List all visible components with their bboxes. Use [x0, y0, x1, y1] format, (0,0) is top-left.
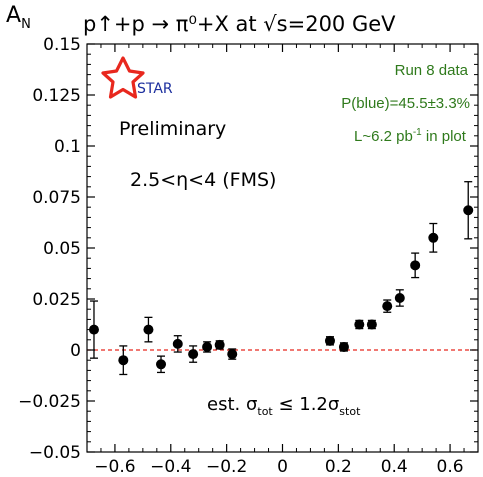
data-point: [118, 345, 129, 376]
y-tick-label: 0.025: [32, 290, 81, 310]
data-point: [214, 339, 225, 350]
data-point: [394, 289, 405, 307]
data-marker: [382, 301, 393, 312]
data-point: [354, 319, 365, 330]
y-tick-label: 0: [70, 341, 81, 361]
y-tick-labels: −0.05 −0.025 0 0.025 0.05 0.075 0.1 0.125 0.15: [18, 35, 81, 463]
data-marker: [188, 349, 199, 360]
ticks-layer: [86, 43, 479, 453]
star-logo-icon: [101, 56, 145, 99]
luminosity-suffix: in plot: [422, 128, 467, 145]
luminosity-exponent: -1: [413, 127, 422, 138]
data-point: [428, 222, 439, 253]
data-points: [88, 181, 474, 376]
data-marker: [156, 359, 167, 370]
sigma-subscript-stot: stot: [339, 405, 361, 418]
luminosity-value: L~6.2 pb: [354, 128, 413, 145]
data-point: [188, 345, 199, 363]
data-point: [202, 341, 213, 353]
data-point: [338, 341, 349, 352]
y-axis-label: AN: [6, 3, 31, 32]
data-marker: [394, 292, 405, 303]
x-tick-label: 0.4: [381, 457, 408, 477]
data-marker: [410, 260, 421, 271]
data-point: [324, 335, 335, 346]
y-tick-label: −0.05: [29, 443, 81, 463]
data-marker: [338, 341, 349, 352]
data-marker: [354, 319, 365, 330]
sigma-prefix: est. σ: [207, 394, 257, 415]
data-marker: [227, 349, 238, 360]
sigma-label: est. σtot ≤ 1.2σstot: [207, 394, 361, 418]
x-tick-label: 0: [277, 457, 288, 477]
data-marker: [172, 338, 183, 349]
preliminary-label: Preliminary: [119, 118, 226, 140]
x-tick-label: −0.6: [94, 457, 135, 477]
data-point: [156, 355, 167, 374]
y-tick-label: −0.025: [18, 392, 81, 412]
y-tick-label: 0.125: [32, 86, 81, 106]
star-logo-text: STAR: [137, 81, 173, 97]
y-axis-label-main: A: [6, 3, 21, 28]
data-marker: [143, 324, 154, 335]
y-tick-label: 0.1: [54, 137, 81, 157]
polarization-label: P(blue)=45.5±3.3%: [341, 95, 470, 112]
data-marker: [366, 319, 377, 330]
data-marker: [428, 232, 439, 243]
y-tick-label: 0.05: [43, 239, 81, 259]
x-tick-label: −0.2: [206, 457, 247, 477]
data-point: [366, 319, 377, 330]
sigma-middle: ≤ 1.2σ: [273, 394, 340, 415]
run-label: Run 8 data: [395, 62, 469, 79]
data-marker: [118, 355, 129, 366]
data-marker: [463, 205, 474, 216]
y-axis-label-subscript: N: [21, 17, 31, 32]
data-point: [227, 348, 238, 360]
data-marker: [324, 335, 335, 346]
data-point: [88, 300, 99, 359]
chart-title: p↑+p → π⁰+X at √s=200 GeV: [83, 12, 396, 36]
data-point: [172, 335, 183, 353]
y-tick-label: 0.15: [43, 35, 81, 55]
data-point: [382, 299, 393, 313]
data-point: [463, 181, 474, 240]
luminosity-label: L~6.2 pb-1 in plot: [354, 127, 467, 145]
x-tick-label: 0.2: [325, 457, 352, 477]
x-tick-label: 0.6: [437, 457, 464, 477]
sigma-subscript-tot: tot: [257, 405, 273, 418]
data-marker: [88, 324, 99, 335]
data-point: [143, 316, 154, 343]
eta-range-label: 2.5<η<4 (FMS): [130, 169, 276, 191]
data-point: [410, 252, 421, 279]
data-marker: [214, 339, 225, 350]
star-logo: STAR: [101, 56, 173, 99]
x-tick-label: −0.4: [150, 457, 191, 477]
data-marker: [202, 341, 213, 352]
x-tick-labels: −0.6 −0.4 −0.2 0 0.2 0.4 0.6: [94, 457, 463, 477]
y-tick-label: 0.075: [32, 188, 81, 208]
